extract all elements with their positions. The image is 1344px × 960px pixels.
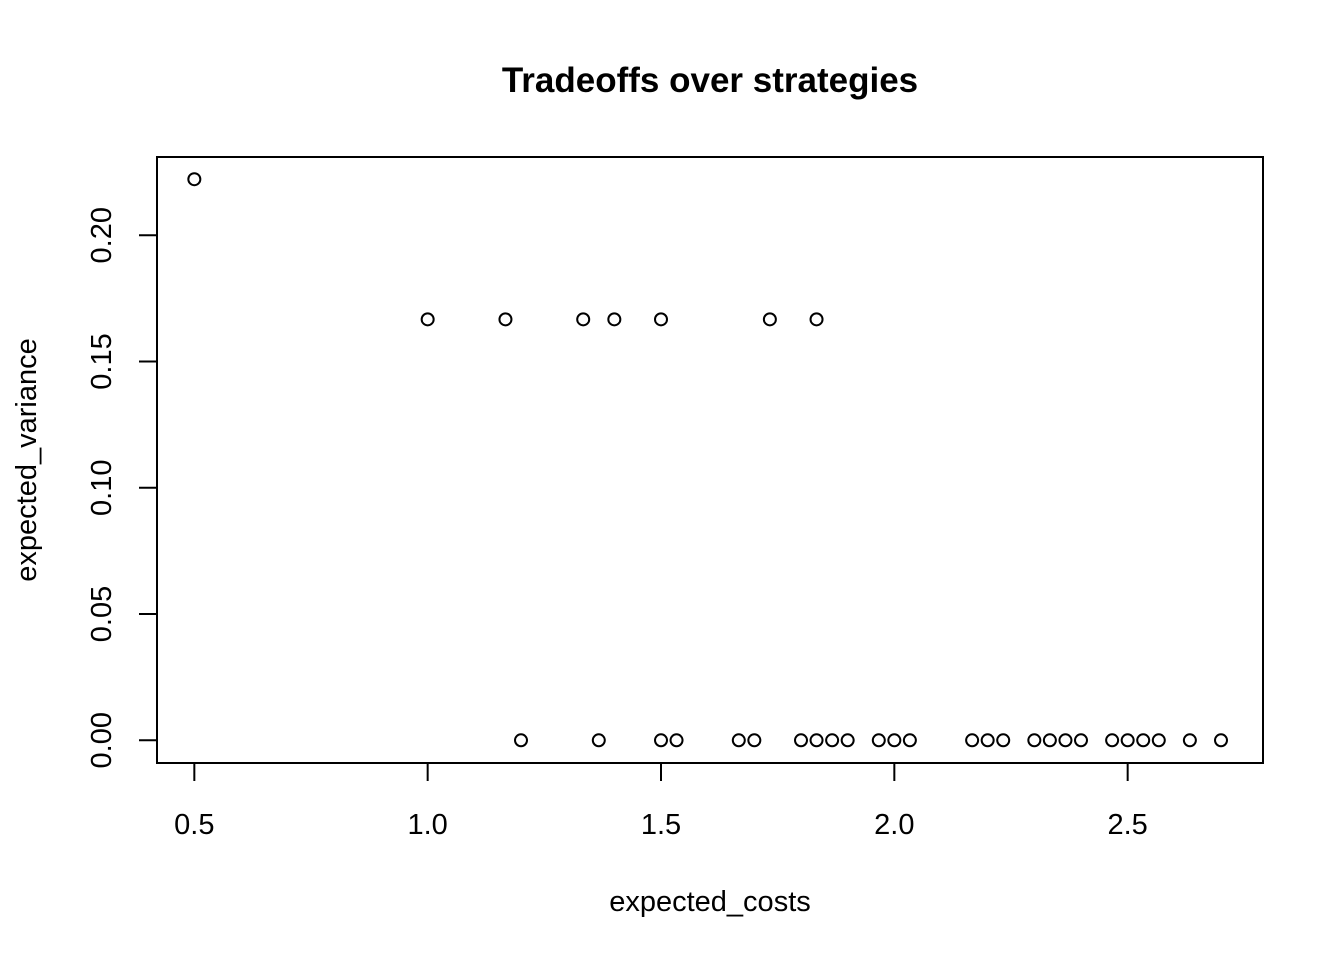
data-point [731, 733, 746, 748]
x-axis: 0.5 1.0 1.5 2.0 2.5 [174, 762, 1148, 841]
data-point [187, 172, 202, 187]
y-tick-label: 0.15 [86, 333, 118, 389]
data-point [420, 312, 435, 327]
data-point [747, 733, 762, 748]
data-points [187, 172, 1228, 748]
data-point [514, 733, 528, 748]
x-tick-label: 1.5 [641, 809, 681, 841]
data-point [1042, 733, 1057, 748]
data-point [498, 312, 513, 327]
data-point [1120, 733, 1135, 748]
data-point [840, 733, 855, 748]
y-tick-label: 0.10 [86, 460, 118, 516]
data-point [591, 733, 606, 748]
data-point [669, 733, 684, 748]
data-point [1151, 733, 1166, 748]
data-point [654, 733, 668, 748]
x-axis-label: expected_costs [609, 886, 811, 918]
x-tick-label: 0.5 [174, 809, 214, 841]
x-tick-label: 2.0 [874, 809, 914, 841]
data-point [980, 733, 995, 748]
y-tick-label: 0.05 [86, 586, 118, 642]
data-point [762, 312, 777, 327]
data-point [871, 733, 886, 748]
data-point [1214, 733, 1228, 748]
chart-title: Tradeoffs over strategies [502, 61, 918, 100]
data-point [1074, 733, 1088, 748]
data-point [996, 733, 1011, 748]
data-point [1105, 733, 1120, 748]
data-point [1027, 733, 1042, 748]
data-point [607, 312, 622, 327]
data-point [654, 312, 668, 327]
data-point [887, 733, 902, 748]
data-point [794, 733, 808, 748]
data-point [965, 733, 980, 748]
data-point [576, 312, 591, 327]
plot-frame [156, 156, 1264, 764]
data-point [1058, 733, 1073, 748]
data-point [809, 312, 824, 327]
data-point [1136, 733, 1151, 748]
y-axis-label: expected_variance [11, 338, 43, 581]
x-tick-label: 2.5 [1108, 809, 1148, 841]
data-point [902, 733, 917, 748]
x-tick-label: 1.0 [408, 809, 448, 841]
y-tick-label: 0.20 [86, 207, 118, 263]
data-point [825, 733, 840, 748]
y-axis: 0.00 0.05 0.10 0.15 0.20 [86, 207, 158, 769]
y-tick-label: 0.00 [86, 712, 118, 768]
data-point [1182, 733, 1197, 748]
data-point [809, 733, 824, 748]
